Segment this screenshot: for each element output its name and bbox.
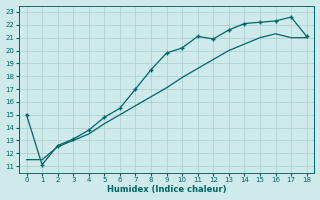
X-axis label: Humidex (Indice chaleur): Humidex (Indice chaleur) [107,185,226,194]
